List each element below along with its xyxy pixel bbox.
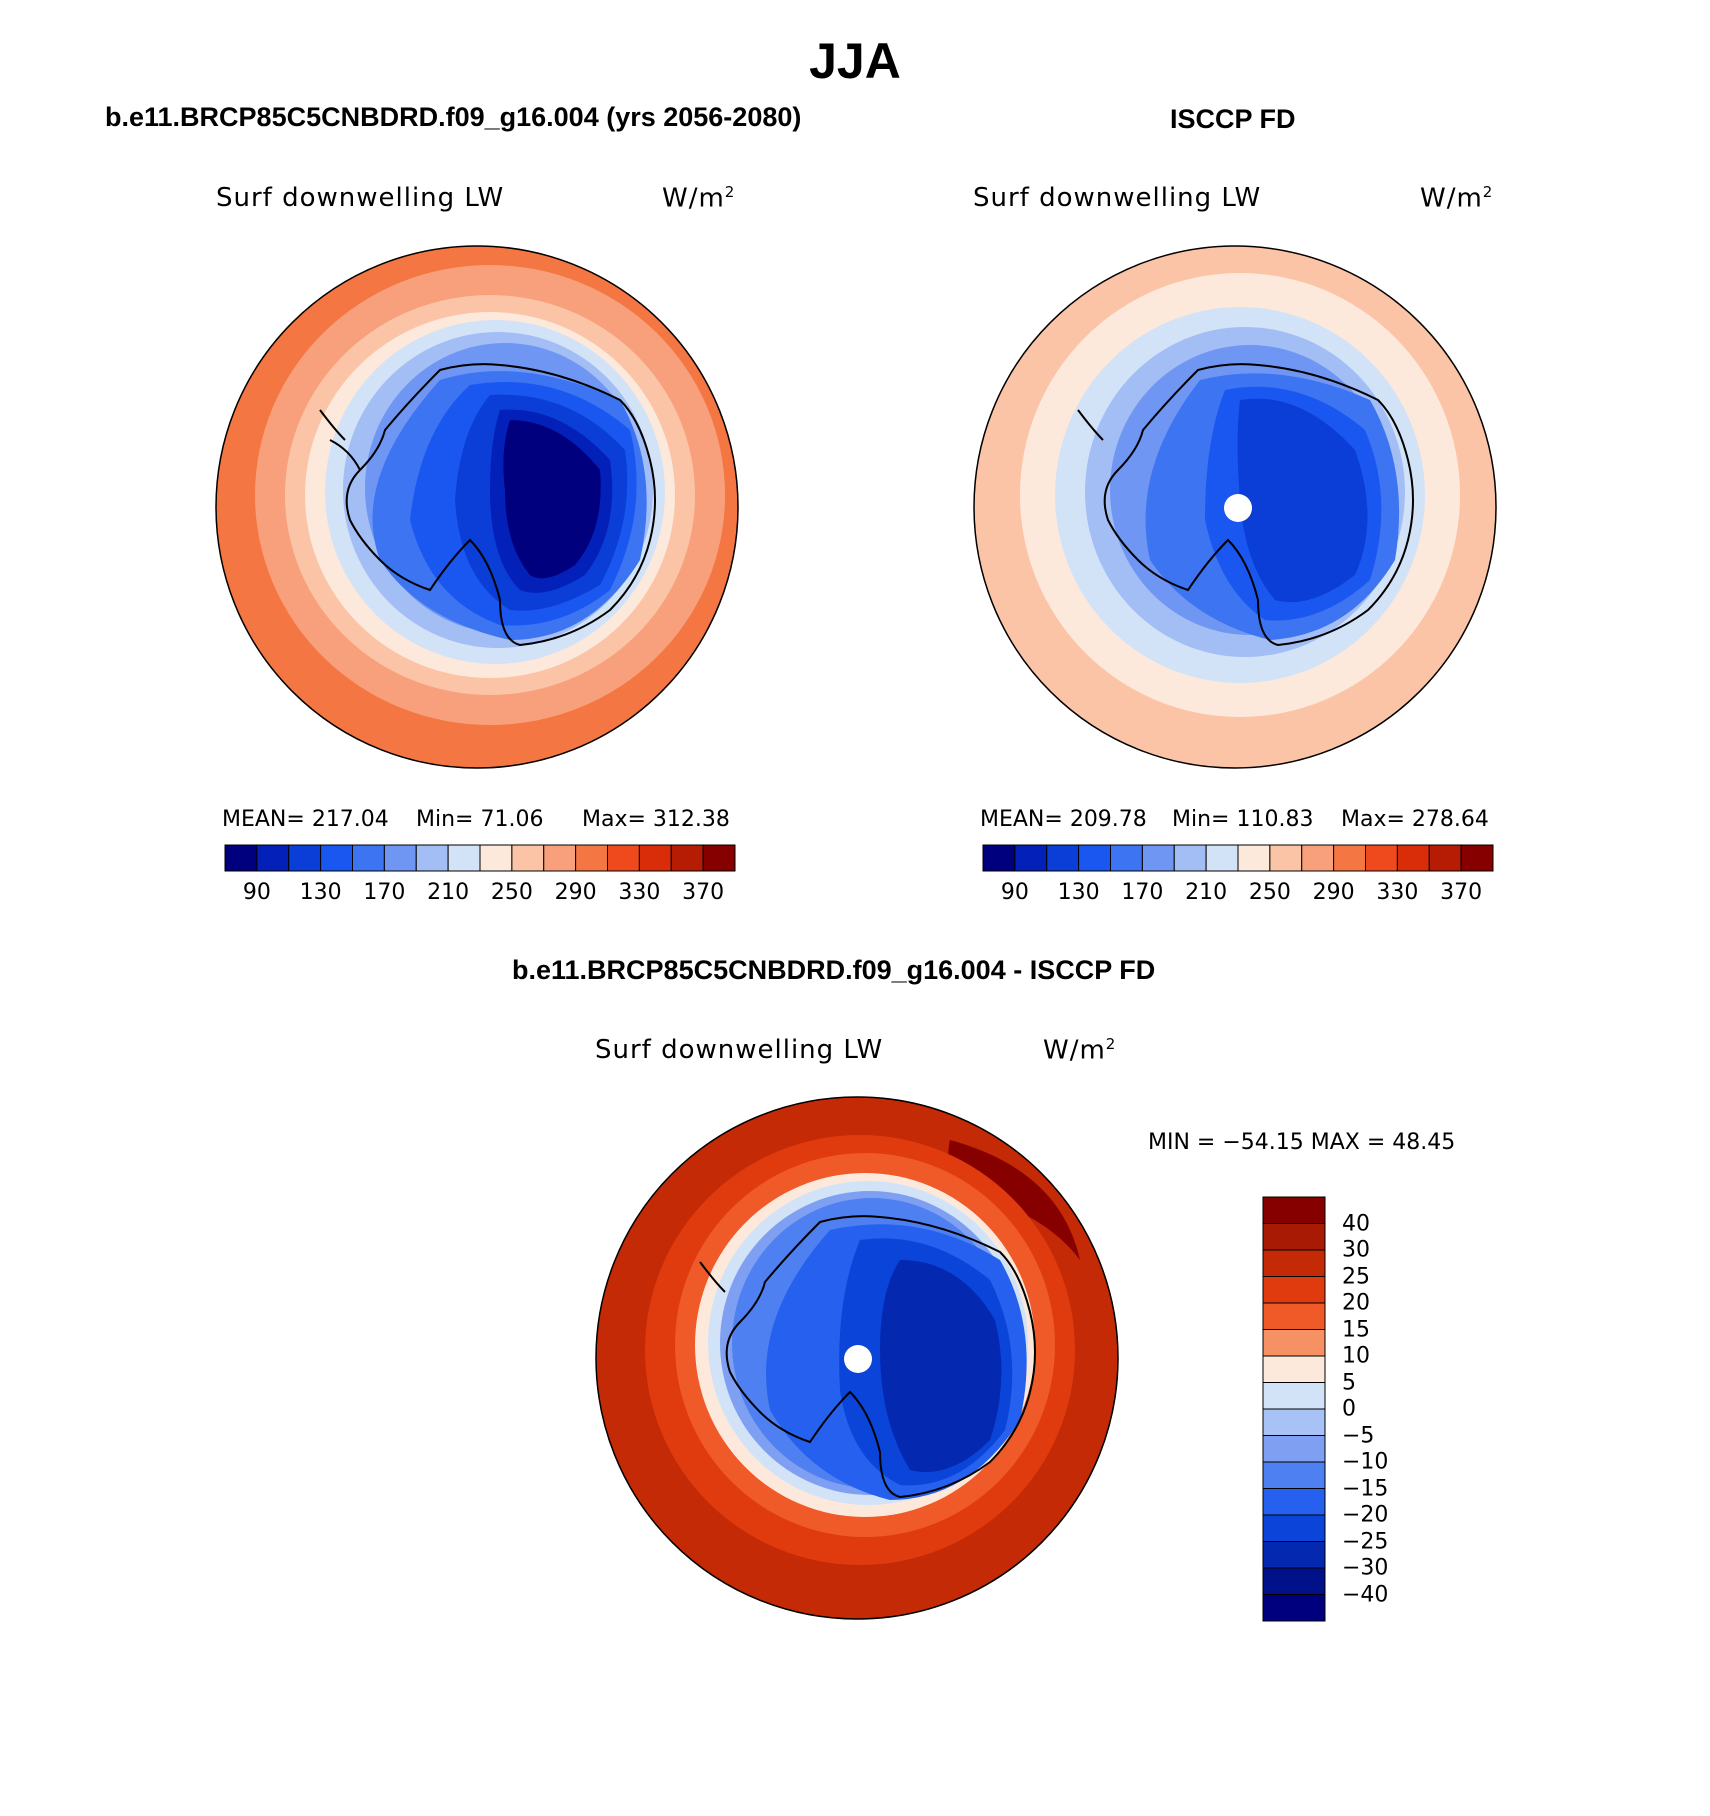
colorbar-tick-label: 90 [1000,880,1029,905]
colorbar-tick-label: 290 [1312,880,1355,905]
colorbar-tick-label: 370 [1440,880,1483,905]
colorbar-tick-label: 0 [1342,1396,1356,1422]
colorbar-swatch [638,844,672,872]
colorbar-swatch [1262,1276,1326,1304]
colorbar-tick-label: −5 [1342,1423,1375,1448]
colorbar-tick-label: 10 [1342,1343,1370,1369]
colorbar-tick-label: 330 [1376,880,1419,905]
colorbar-swatch [575,844,608,872]
colorbar-tick-label: 210 [1185,880,1228,905]
colorbar-swatch [1365,844,1398,872]
colorbar-swatch [1428,844,1462,872]
colorbar-swatch [670,844,704,872]
colorbar-swatch [1262,1329,1326,1357]
colorbar-swatch [1269,844,1303,872]
panel3-colorbar [1262,1196,1326,1622]
colorbar-swatch [1262,1355,1326,1383]
colorbar-swatch [1262,1488,1326,1516]
colorbar-swatch [224,844,258,872]
colorbar-swatch [1262,1249,1326,1277]
colorbar-tick-label: −40 [1342,1582,1389,1607]
colorbar-swatch [1262,1382,1326,1410]
panel2-max: Max= 278.64 [1341,807,1489,832]
colorbar-tick-label: −15 [1342,1476,1389,1501]
colorbar-tick-label: 5 [1342,1370,1356,1395]
panel1-heading: b.e11.BRCP85C5CNBDRD.f09_g16.004 (yrs 20… [105,102,802,132]
colorbar-swatch [511,844,545,872]
map1-contours [216,246,738,768]
colorbar-swatch [982,844,1016,872]
colorbar-tick-label: −10 [1342,1449,1389,1475]
colorbar-swatch [1262,1594,1326,1622]
colorbar-swatch [1173,844,1207,872]
colorbar-swatch [256,844,290,872]
panel3-minmax: MIN = −54.15 MAX = 48.45 [1148,1130,1456,1155]
colorbar-swatch [1262,1302,1326,1330]
colorbar-swatch [1262,1461,1326,1489]
colorbar-tick-label: 40 [1342,1211,1370,1236]
colorbar-swatch [1262,1541,1326,1569]
colorbar-swatch [352,844,385,872]
colorbar-swatch [1237,844,1271,872]
panel1-min: Min= 71.06 [416,807,544,832]
panel1-units: W/m2 [662,183,736,214]
panel2-mean: MEAN= 209.78 [980,807,1147,832]
colorbar-tick-label: 370 [682,880,725,905]
panel2-min: Min= 110.83 [1172,807,1314,832]
colorbar-tick-label: −25 [1342,1529,1389,1554]
colorbar-tick-label: 30 [1342,1237,1370,1263]
panel1-variable-label: Surf downwelling LW [216,183,505,213]
colorbar-tick-label: −20 [1342,1502,1389,1528]
colorbar-swatch [320,844,353,872]
colorbar-swatch [1262,1514,1326,1542]
colorbar-swatch [1262,1196,1326,1224]
colorbar-tick-label: 170 [363,880,406,905]
colorbar-swatch [415,844,449,872]
colorbar-tick-label: 250 [490,880,533,905]
panel2-colorbar [982,844,1494,872]
figure-title: JJA [809,33,901,89]
colorbar-swatch [1262,1435,1326,1463]
colorbar-swatch [1078,844,1111,872]
colorbar-tick-label: 290 [554,880,597,905]
panel1-max: Max= 312.38 [582,807,730,832]
colorbar-tick-label: 15 [1342,1317,1370,1342]
colorbar-tick-label: 90 [242,880,271,905]
colorbar-swatch [543,844,577,872]
colorbar-tick-label: 250 [1248,880,1291,905]
colorbar-tick-label: 20 [1342,1290,1370,1316]
colorbar-swatch [1262,1408,1326,1436]
colorbar-swatch [1110,844,1143,872]
colorbar-swatch [288,844,322,872]
colorbar-swatch [1262,1223,1326,1251]
panel1-mean: MEAN= 217.04 [222,807,389,832]
panel1-colorbar [224,844,736,872]
panel3-variable-label: Surf downwelling LW [595,1035,884,1065]
colorbar-swatch [1333,844,1366,872]
colorbar-swatch [1396,844,1430,872]
colorbar-swatch [383,844,417,872]
colorbar-tick-label: −30 [1342,1555,1389,1581]
colorbar-tick-label: 130 [1057,880,1100,905]
colorbar-tick-label: 170 [1121,880,1164,905]
colorbar-tick-label: 210 [427,880,470,905]
colorbar-swatch [1262,1567,1326,1595]
panel3-units: W/m2 [1043,1035,1117,1066]
panel2-units: W/m2 [1420,183,1494,214]
colorbar-tick-label: 330 [618,880,661,905]
colorbar-swatch [1014,844,1048,872]
panel3-heading: b.e11.BRCP85C5CNBDRD.f09_g16.004 - ISCCP… [512,955,1156,985]
colorbar-tick-label: 25 [1342,1264,1370,1289]
panel2-variable-label: Surf downwelling LW [973,183,1262,213]
colorbar-swatch [1460,844,1494,872]
panel2-heading: ISCCP FD [1170,104,1296,134]
colorbar-tick-label: 130 [299,880,342,905]
colorbar-swatch [702,844,736,872]
colorbar-swatch [447,844,481,872]
